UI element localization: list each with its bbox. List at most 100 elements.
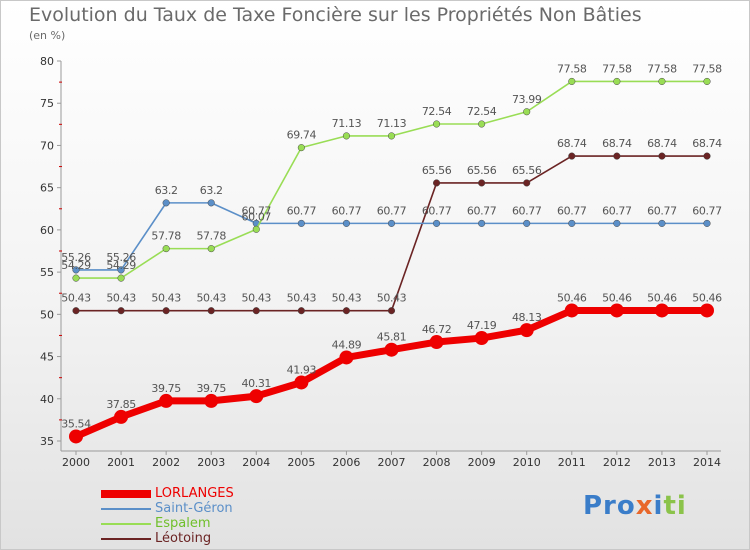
y-tick-label: 80	[40, 55, 54, 68]
data-label: 63.2	[200, 184, 223, 197]
data-point	[523, 219, 531, 227]
data-point	[294, 375, 309, 390]
data-label: 65.56	[467, 164, 497, 177]
data-point	[252, 225, 260, 233]
data-label: 60.77	[602, 204, 632, 217]
data-point	[117, 274, 125, 282]
data-point	[433, 219, 441, 227]
data-point	[478, 120, 486, 128]
data-point	[564, 303, 579, 318]
x-tick-label: 2010	[513, 456, 541, 469]
data-point	[387, 132, 396, 140]
data-label: 47.19	[467, 319, 497, 332]
data-label: 35.54	[61, 417, 91, 430]
data-label: 50.46	[692, 291, 722, 304]
data-label: 71.13	[332, 117, 362, 130]
y-tick-label: 40	[40, 393, 54, 406]
data-point	[478, 219, 486, 227]
data-point	[387, 219, 396, 227]
data-label: 60.77	[422, 204, 452, 217]
series-line-Espalem	[76, 80, 707, 279]
data-label: 55.26	[61, 251, 91, 264]
data-point	[297, 219, 305, 227]
data-label: 50.43	[196, 292, 226, 305]
data-point	[658, 77, 666, 85]
legend-label: Espalem	[155, 516, 211, 531]
data-label: 39.75	[151, 382, 181, 395]
data-point	[703, 77, 711, 85]
data-label: 60.77	[512, 204, 542, 217]
data-label: 50.43	[242, 292, 272, 305]
data-label: 77.58	[602, 62, 632, 75]
data-point	[162, 245, 170, 253]
data-label: 65.56	[422, 164, 452, 177]
data-point	[568, 152, 576, 160]
legend-swatch	[101, 508, 151, 510]
x-tick-label: 2002	[152, 456, 180, 469]
data-point	[658, 219, 666, 227]
data-point	[429, 335, 444, 350]
data-label: 72.54	[422, 105, 452, 118]
data-label: 50.46	[647, 291, 677, 304]
x-tick-label: 2013	[648, 456, 676, 469]
data-point	[69, 429, 83, 444]
data-point	[249, 389, 264, 404]
y-tick-label: 65	[40, 182, 54, 195]
data-point	[568, 77, 576, 85]
data-point	[162, 199, 170, 207]
data-label: 50.43	[377, 292, 407, 305]
data-point	[72, 307, 80, 315]
data-label: 50.46	[557, 291, 587, 304]
data-label: 50.43	[287, 292, 317, 305]
x-tick-label: 2003	[197, 456, 225, 469]
legend-swatch	[101, 538, 151, 540]
data-point	[523, 179, 531, 187]
series-line-LORLANGES	[74, 306, 707, 440]
y-tick-label: 50	[40, 308, 54, 321]
data-point	[658, 152, 666, 160]
data-label: 50.43	[61, 292, 91, 305]
data-point	[342, 307, 350, 315]
legend-label: Léotoing	[155, 531, 212, 546]
x-tick-label: 2005	[287, 456, 315, 469]
data-point	[207, 199, 215, 207]
data-point	[613, 152, 621, 160]
legend-label: LORLANGES	[155, 486, 234, 501]
x-tick-label: 2006	[332, 456, 360, 469]
data-point	[204, 393, 219, 408]
data-label: 54.29	[61, 259, 91, 272]
x-tick-label: 2008	[423, 456, 451, 469]
data-label: 60.77	[467, 204, 497, 217]
data-point	[478, 179, 486, 187]
data-point	[703, 219, 711, 227]
data-point	[297, 307, 305, 315]
data-point	[613, 219, 621, 227]
data-point	[703, 152, 711, 160]
data-point	[114, 409, 129, 424]
data-point	[117, 266, 125, 274]
data-point	[342, 219, 350, 227]
data-label: 45.81	[377, 331, 407, 344]
x-tick-label: 2004	[242, 456, 270, 469]
legend-swatch	[101, 490, 151, 498]
x-tick-label: 2001	[107, 456, 135, 469]
x-tick-label: 2007	[378, 456, 406, 469]
data-label: 60.77	[692, 204, 722, 217]
data-point	[433, 120, 441, 128]
data-label: 46.72	[422, 323, 452, 336]
data-label: 73.99	[512, 93, 542, 106]
data-label: 57.78	[196, 230, 226, 243]
data-label: 40.31	[242, 377, 272, 390]
data-label: 41.93	[287, 363, 317, 376]
chart-title: Evolution du Taux de Taxe Foncière sur l…	[29, 4, 642, 26]
data-label: 71.13	[377, 117, 407, 130]
data-point	[72, 266, 80, 274]
chart-subtitle: (en %)	[29, 29, 66, 42]
x-tick-label: 2011	[558, 456, 586, 469]
data-label: 77.58	[647, 62, 677, 75]
data-label: 65.56	[512, 164, 542, 177]
data-label: 60.77	[332, 204, 362, 217]
data-point	[609, 303, 624, 318]
